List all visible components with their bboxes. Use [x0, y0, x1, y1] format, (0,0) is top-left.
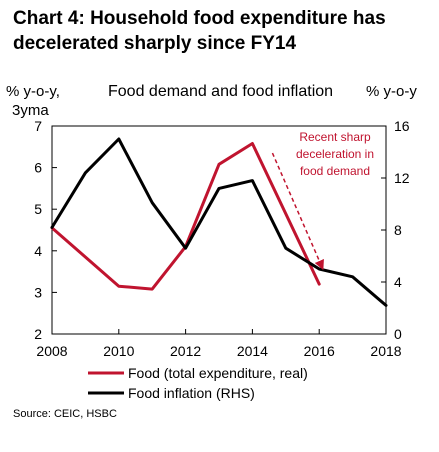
source-note: Source: CEIC, HSBC	[13, 408, 117, 420]
chart-title-block: Chart 4: Household food expenditure has …	[13, 6, 433, 56]
left-axis-tick-label: 5	[34, 201, 42, 217]
left-axis-label-line-1: % y-o-y,	[6, 83, 60, 100]
legend-label-1: Food (total expenditure, real)	[128, 365, 308, 381]
chart-subtitle: Food demand and food inflation	[108, 83, 333, 100]
left-axis-tick-label: 4	[34, 243, 42, 259]
x-axis-tick-label: 2012	[170, 343, 201, 359]
right-axis-tick-label: 0	[394, 326, 402, 342]
annotation-text-line-1: Recent sharp	[299, 130, 371, 144]
right-axis-label: % y-o-y	[366, 83, 417, 100]
right-axis-tick-label: 8	[394, 222, 402, 238]
x-axis-tick-label: 2018	[370, 343, 401, 359]
legend-label-2: Food inflation (RHS)	[128, 385, 255, 401]
left-axis-tick-label: 2	[34, 326, 42, 342]
annotation-text-line-3: food demand	[300, 164, 370, 178]
left-axis-tick-label: 7	[34, 118, 42, 134]
x-axis-tick-label: 2010	[103, 343, 134, 359]
series-line-2	[50, 137, 388, 307]
chart-title-line-1: Chart 4: Household food expenditure has	[13, 8, 386, 29]
x-axis-tick-label: 2008	[36, 343, 67, 359]
left-axis-label-line-2: 3yma	[12, 102, 49, 119]
right-axis-tick-label: 16	[394, 118, 410, 134]
annotation-text-line-2: deceleration in	[296, 147, 374, 161]
chart-title-line-2: decelerated sharply since FY14	[13, 33, 297, 54]
x-axis-tick-label: 2014	[237, 343, 268, 359]
x-axis-tick-label: 2016	[304, 343, 335, 359]
left-axis-tick-label: 6	[34, 160, 42, 176]
right-axis-tick-label: 12	[394, 170, 410, 186]
left-axis-tick-label: 3	[34, 284, 42, 300]
right-axis-tick-label: 4	[394, 274, 402, 290]
